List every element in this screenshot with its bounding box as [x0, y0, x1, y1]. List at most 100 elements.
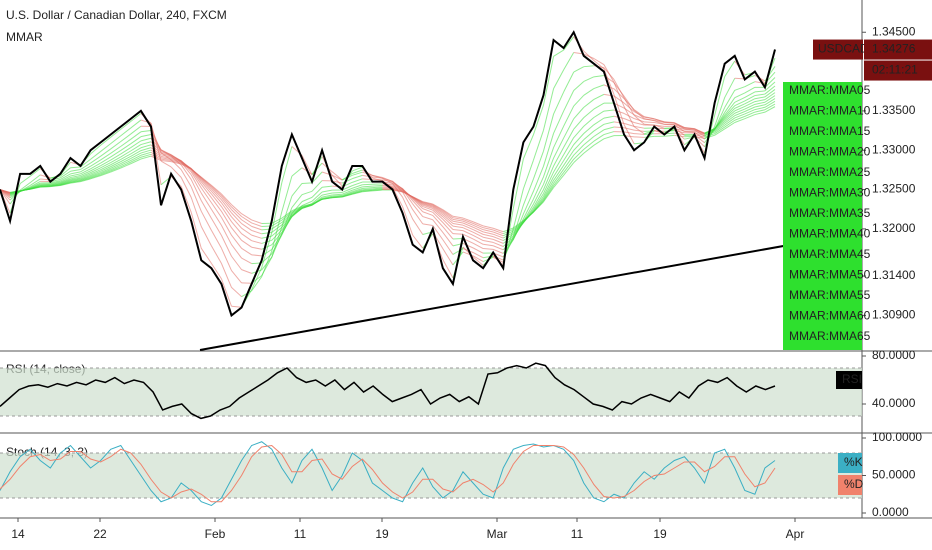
mma-line	[442, 222, 454, 234]
mma-line	[120, 159, 132, 166]
mma-line	[623, 118, 635, 123]
mma-line	[291, 167, 303, 177]
mma-line	[352, 169, 363, 174]
mma-line	[764, 92, 776, 101]
mma-line	[764, 77, 776, 88]
mma-line	[231, 234, 242, 249]
mma-line	[342, 191, 353, 196]
mma-line	[190, 171, 202, 189]
mma-line	[110, 161, 122, 168]
mma-line	[644, 118, 655, 122]
indicator-name: MMAR	[6, 30, 43, 44]
mma-line	[493, 229, 504, 235]
mma-line	[623, 95, 635, 111]
mma-line	[220, 247, 232, 271]
mma-line	[412, 209, 424, 225]
y-tick-label: 50.0000	[872, 468, 916, 482]
mma-line	[472, 226, 484, 233]
mma-line	[321, 195, 333, 199]
mma-line	[754, 99, 766, 103]
mma-line	[634, 133, 645, 135]
mma-line	[493, 231, 504, 237]
mma-line	[29, 168, 41, 177]
mma-line	[80, 178, 91, 183]
mma-line	[120, 150, 132, 158]
legend-entry: MMAR:MMA20	[789, 145, 871, 159]
mma-line	[442, 218, 454, 230]
mma-line	[573, 117, 585, 130]
mma-line	[301, 190, 313, 196]
mma-line	[432, 215, 444, 228]
mma-line	[200, 177, 212, 188]
mma-line	[553, 49, 564, 57]
mma-line	[603, 68, 615, 95]
mma-line	[583, 88, 595, 96]
mma-line	[110, 164, 121, 171]
mma-line	[372, 185, 383, 187]
mma-line	[200, 200, 212, 219]
mma-line	[19, 182, 31, 191]
mma-line	[573, 139, 585, 151]
mma-line	[210, 245, 222, 264]
mma-line	[442, 239, 454, 255]
legend-entry: %K	[844, 455, 863, 469]
mma-line	[352, 178, 363, 183]
mma-line	[573, 133, 585, 145]
mma-line	[170, 155, 182, 166]
mma-line	[512, 205, 524, 237]
mma-line	[211, 184, 222, 195]
mma-line	[623, 131, 635, 135]
mma-line	[654, 119, 665, 124]
mma-line	[110, 135, 122, 145]
mma-line	[110, 167, 121, 173]
mma-line	[70, 178, 81, 182]
mma-line	[70, 176, 81, 180]
mma-line	[241, 227, 252, 236]
mma-line	[130, 156, 142, 163]
mma-line	[714, 107, 726, 130]
mma-line	[724, 90, 736, 108]
mma-line	[190, 179, 202, 201]
mma-line	[90, 162, 101, 170]
mma-line	[291, 183, 303, 197]
mma-line	[432, 225, 444, 241]
mma-line	[80, 176, 91, 181]
mma-line	[271, 224, 283, 233]
mma-line	[372, 174, 383, 179]
mma-line	[402, 189, 414, 205]
mma-line	[603, 121, 615, 125]
mma-line	[583, 140, 595, 150]
mma-line	[70, 171, 81, 175]
mma-line	[311, 196, 323, 206]
mma-line	[644, 121, 655, 124]
mma-line	[332, 193, 343, 196]
mma-line	[100, 143, 112, 152]
mma-line	[90, 167, 101, 174]
mma-line	[744, 81, 756, 88]
mma-line	[352, 189, 363, 194]
mma-line	[342, 189, 353, 195]
mma-line	[543, 113, 555, 152]
mma-line	[271, 222, 283, 230]
mma-line	[160, 157, 172, 160]
mma-line	[210, 190, 222, 204]
mma-line	[100, 164, 111, 171]
mma-line	[251, 219, 262, 224]
mma-line	[533, 195, 544, 211]
mma-line	[190, 174, 202, 194]
mma-line	[724, 119, 736, 128]
mma-line	[553, 91, 565, 115]
mma-line	[422, 201, 433, 206]
mma-line	[120, 138, 132, 147]
mma-line	[483, 225, 494, 229]
mma-line	[321, 189, 333, 193]
mma-line	[442, 212, 454, 222]
mma-line	[130, 152, 142, 159]
mma-line	[120, 127, 132, 137]
mma-line	[352, 184, 363, 189]
mma-line	[422, 202, 433, 206]
mma-line	[522, 207, 534, 223]
mma-line	[80, 175, 91, 181]
mma-line	[744, 111, 756, 117]
mma-line	[714, 76, 726, 116]
